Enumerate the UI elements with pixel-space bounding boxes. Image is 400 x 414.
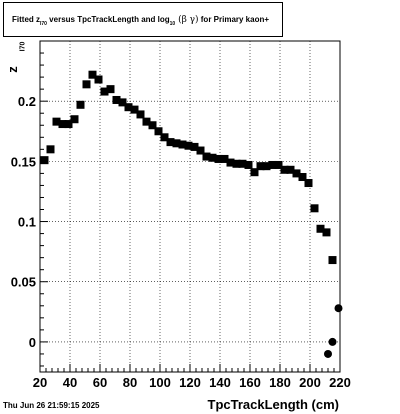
data-point-square — [214, 154, 223, 163]
data-point-circle — [324, 349, 332, 358]
data-point-square — [70, 115, 79, 124]
title-greek: (β γ) — [175, 15, 199, 25]
x-tick-label: 60 — [93, 375, 107, 390]
y-axis-label-main: z — [4, 66, 20, 73]
y-tick-label: 0.1 — [18, 215, 36, 230]
x-tick-label: 40 — [63, 375, 77, 390]
data-point-square — [280, 165, 289, 174]
data-point-square — [292, 169, 301, 178]
data-point-square — [274, 160, 283, 169]
data-point-square — [190, 142, 199, 151]
data-point-square — [64, 120, 73, 129]
data-point-square — [52, 117, 61, 126]
x-tick-label: 20 — [33, 375, 47, 390]
y-axis-label: z I70 — [4, 42, 27, 88]
x-tick-label: 180 — [269, 375, 291, 390]
timestamp: Thu Jun 26 21:59:15 2025 — [3, 401, 100, 410]
data-point-square — [196, 146, 205, 155]
data-point-circle — [328, 337, 337, 346]
x-tick-label: 80 — [123, 375, 137, 390]
data-point-square — [184, 141, 193, 150]
data-point-square — [178, 140, 187, 149]
x-tick-label: 220 — [329, 375, 351, 390]
data-point-square — [154, 127, 163, 136]
data-point-square — [82, 80, 91, 89]
data-point-square — [262, 162, 271, 171]
title-log-sub: 10 — [169, 21, 176, 27]
x-tick-label: 140 — [209, 375, 231, 390]
data-markers — [40, 70, 343, 358]
data-point-square — [46, 145, 55, 154]
data-point-square — [250, 168, 259, 177]
data-point-square — [106, 85, 115, 94]
data-point-square — [88, 70, 97, 79]
data-point-square — [172, 139, 181, 148]
axes: 20 40 60 80 100 120 140 160 180 200 220 0 0.05 0.1 0.1… — [11, 52, 351, 390]
data-point-square — [286, 165, 295, 174]
data-point-square — [316, 224, 325, 233]
title-box: Fitted zI70 versus TpcTrackLength and lo… — [3, 2, 283, 37]
chart-title: Fitted zI70 versus TpcTrackLength and lo… — [12, 15, 269, 27]
data-point-square — [58, 120, 67, 129]
data-point-square — [220, 154, 229, 163]
data-point-square — [268, 160, 277, 169]
grid-lines — [40, 41, 340, 372]
x-tick-label: 100 — [149, 375, 171, 390]
x-tick-label: 200 — [299, 375, 321, 390]
y-tick-label: 0.05 — [11, 275, 36, 290]
data-point-square — [208, 153, 217, 162]
data-point-square — [310, 204, 319, 213]
title-z-sub: I70 — [40, 21, 47, 27]
data-point-square — [256, 162, 265, 171]
title-prefix: Fitted z — [12, 15, 40, 24]
data-point-square — [202, 152, 211, 161]
data-point-square — [40, 156, 49, 165]
x-tick-label: 120 — [179, 375, 201, 390]
data-point-square — [322, 228, 331, 237]
data-point-square — [130, 105, 139, 114]
data-point-square — [112, 95, 121, 104]
y-tick-label: 0.2 — [18, 94, 36, 109]
data-point-square — [166, 138, 175, 147]
data-point-square — [124, 103, 133, 112]
data-point-square — [328, 256, 337, 265]
y-tick-label: 0 — [29, 335, 36, 350]
x-tick-label: 160 — [239, 375, 261, 390]
data-point-square — [160, 133, 169, 142]
title-middle: versus TpcTrackLength and log — [46, 15, 170, 24]
data-point-square — [136, 110, 145, 119]
data-point-square — [304, 179, 313, 188]
title-suffix: for Primary kaon+ — [198, 15, 270, 24]
data-point-square — [142, 117, 151, 126]
data-point-square — [94, 75, 103, 84]
data-point-square — [244, 160, 253, 169]
y-tick-label: 0.15 — [11, 154, 36, 169]
data-point-square — [226, 158, 235, 167]
data-point-square — [118, 98, 127, 107]
data-point-square — [232, 159, 241, 168]
data-point-square — [100, 87, 109, 96]
y-axis-label-sub: I70 — [19, 41, 27, 52]
x-axis-label: TpcTrackLength (cm) — [207, 397, 339, 412]
data-point-square — [238, 159, 247, 168]
data-point-square — [76, 100, 85, 109]
data-point-circle — [334, 304, 343, 313]
data-point-square — [148, 121, 157, 130]
data-point-square — [298, 173, 307, 182]
